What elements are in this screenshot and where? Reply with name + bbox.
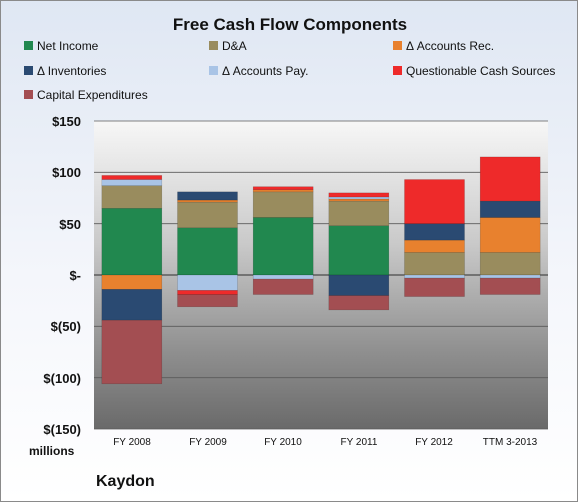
legend-item-capital-expenditures: Capital Expenditures	[24, 88, 148, 102]
y-tick-label: $150	[52, 114, 81, 129]
legend-item-inventories: Δ Inventories	[24, 64, 106, 78]
legend-label: D&A	[222, 39, 247, 53]
bar-segment	[177, 294, 238, 308]
bar-segment	[479, 274, 541, 279]
bar-segment	[101, 185, 163, 209]
legend-label: Δ Accounts Pay.	[222, 64, 309, 78]
y-tick-label: $100	[52, 165, 81, 180]
legend-swatch	[24, 41, 33, 50]
legend-item-accounts-pay: Δ Accounts Pay.	[209, 64, 309, 78]
bar-segment	[101, 175, 163, 180]
legend-swatch	[24, 90, 33, 99]
bar-segment	[404, 223, 465, 241]
y-tick-label: $-	[69, 268, 81, 283]
bar-segment	[101, 289, 163, 321]
legend-swatch	[393, 66, 402, 75]
bar-segment	[328, 196, 390, 200]
legend-swatch	[24, 66, 33, 75]
bar-segment	[101, 274, 163, 290]
bar-segment	[252, 278, 314, 295]
y-tick-label: $(150)	[43, 422, 81, 437]
units-label: millions	[29, 444, 75, 458]
y-tick-label: $(100)	[43, 371, 81, 386]
legend-swatch	[393, 41, 402, 50]
bar-segment	[101, 319, 163, 385]
bar-segment	[328, 295, 390, 311]
bar-segment	[177, 274, 238, 291]
bar-segment	[328, 274, 390, 296]
bar-segment	[328, 192, 390, 198]
bar-segment	[328, 225, 390, 276]
bar-segment	[101, 179, 163, 186]
legend-item-d-and-a: D&A	[209, 39, 247, 53]
bar-segment	[479, 252, 541, 276]
legend-swatch	[209, 66, 218, 75]
bar-segment	[252, 189, 314, 193]
bar-segment	[252, 191, 314, 218]
legend-label: Questionable Cash Sources	[406, 64, 556, 78]
bar-segment	[479, 156, 541, 202]
bar-segment	[479, 200, 541, 218]
bar-segment	[177, 227, 238, 276]
legend-label: Δ Inventories	[37, 64, 107, 78]
bar-segment	[404, 277, 465, 297]
chart-title: Free Cash Flow Components	[172, 15, 408, 34]
legend-item-accounts-rec: Δ Accounts Rec.	[393, 39, 494, 53]
y-tick-label: $(50)	[50, 319, 81, 334]
bar-segment	[252, 274, 314, 280]
legend-label: Capital Expenditures	[37, 88, 148, 102]
bar-segment	[328, 198, 390, 202]
x-tick-label: TTM 3-2013	[482, 437, 538, 448]
x-tick-label: FY 2009	[189, 437, 227, 448]
x-tick-label: FY 2008	[113, 437, 151, 448]
bar-segment	[177, 201, 238, 229]
x-tick-label: FY 2010	[264, 437, 302, 448]
company-name: Kaydon	[96, 473, 155, 490]
bar-segment	[177, 199, 238, 203]
bar-segment	[404, 239, 465, 253]
legend-swatch	[209, 41, 218, 50]
bar-segment	[328, 200, 390, 226]
x-tick-label: FY 2011	[340, 437, 378, 448]
y-tick-label: $50	[59, 217, 81, 232]
bar-segment	[252, 186, 314, 191]
bar-segment	[177, 290, 238, 295]
legend-item-questionable-cash: Questionable Cash Sources	[393, 64, 555, 78]
bar-segment	[404, 179, 465, 224]
bar-segment	[479, 217, 541, 253]
bar-segment	[404, 252, 465, 276]
bar-segment	[479, 277, 541, 295]
bar-segment	[177, 191, 238, 201]
x-tick-label: FY 2012	[415, 437, 453, 448]
bar-segment	[404, 274, 465, 279]
legend-item-net-income: Net Income	[24, 39, 98, 53]
bar-segment	[101, 208, 163, 276]
bar-segment	[252, 217, 314, 276]
legend-label: Net Income	[37, 39, 99, 53]
legend-label: Δ Accounts Rec.	[406, 39, 495, 53]
